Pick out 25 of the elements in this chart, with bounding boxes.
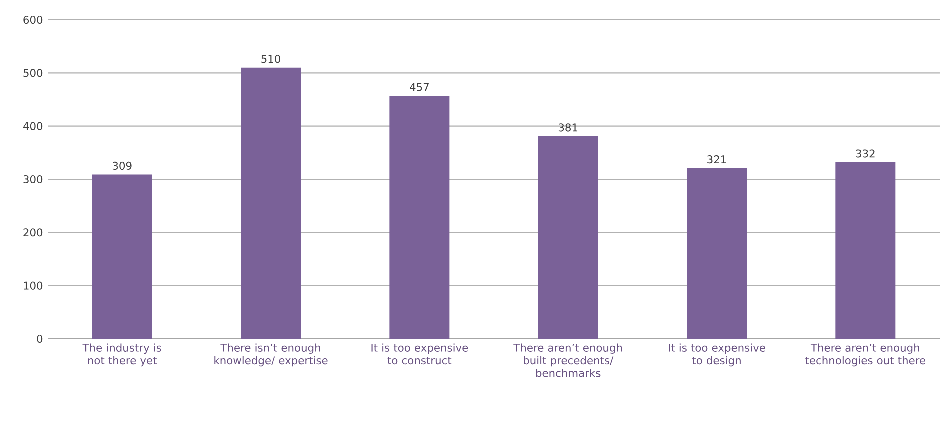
data-label: 457 <box>410 83 429 92</box>
y-tick-label: 600 <box>24 16 43 24</box>
y-tick-label: 300 <box>24 175 43 184</box>
bar <box>390 96 450 339</box>
data-label: 332 <box>856 150 875 158</box>
bar <box>241 68 302 339</box>
y-tick-label: 200 <box>24 228 43 237</box>
y-tick-label: 0 <box>37 334 43 344</box>
bar <box>92 174 152 339</box>
bar <box>836 162 896 339</box>
y-tick-label: 100 <box>24 282 43 290</box>
data-label: 309 <box>112 162 132 170</box>
y-tick-label: 400 <box>23 122 43 130</box>
x-tick-label: It is too expensive to design <box>669 344 766 367</box>
x-tick-label: There aren’t enough technologies out there <box>806 344 926 367</box>
bar <box>538 136 598 339</box>
x-tick-label: It is too expensive to construct <box>372 344 468 365</box>
x-tick-label: There isn’t enough knowledge/ expertise <box>214 344 328 367</box>
data-label: 381 <box>558 124 578 132</box>
x-tick-label: The industry is not there yet <box>82 344 162 367</box>
y-tick-label: 500 <box>24 69 43 78</box>
bar <box>687 168 747 339</box>
data-label: 321 <box>708 156 726 164</box>
data-label: 510 <box>262 55 280 64</box>
x-tick-label: There aren’t enough built precedents/ benchmarks <box>514 344 622 378</box>
